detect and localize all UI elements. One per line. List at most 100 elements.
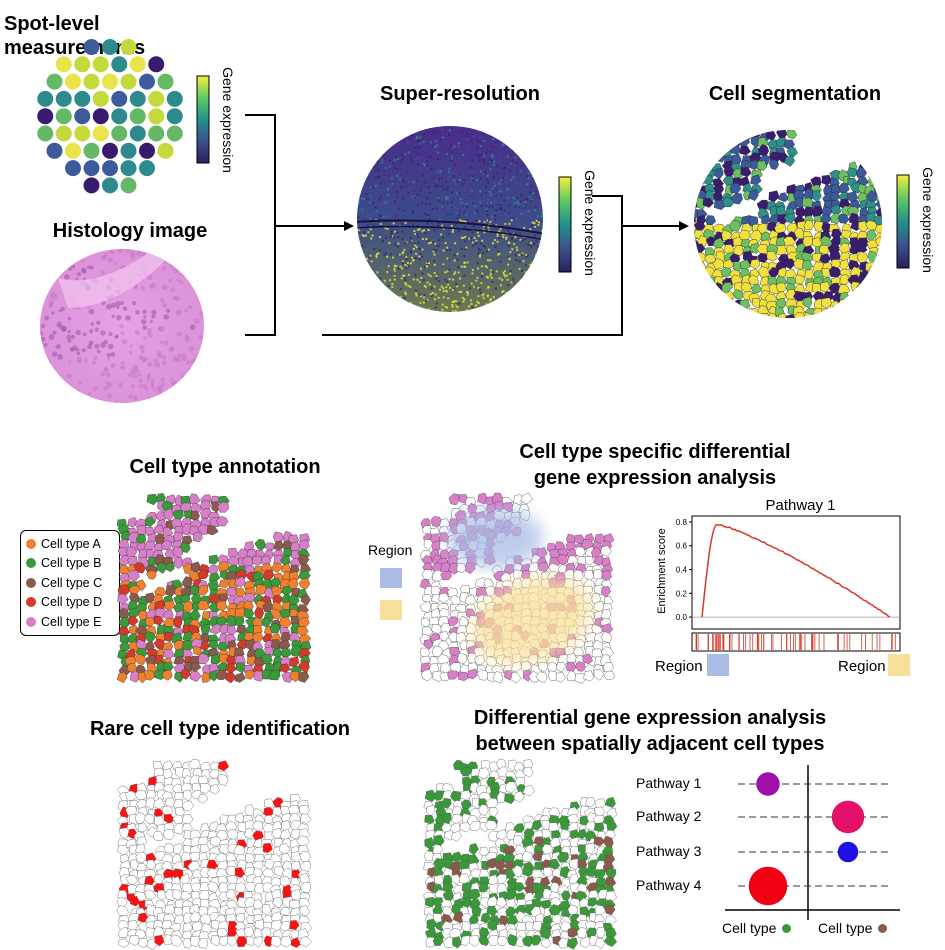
spot-dot <box>83 142 100 159</box>
pipeline-connectors <box>245 114 689 336</box>
legend-dot <box>26 577 36 588</box>
spot-dot <box>120 177 137 194</box>
spot-dot <box>148 125 165 142</box>
superres-title: Super-resolution <box>379 83 540 105</box>
spot-dot <box>55 108 72 125</box>
spot-dot <box>166 108 183 125</box>
legend-item: Cell type D <box>26 593 119 613</box>
gsea-ylabel: Enrichment score <box>656 528 668 614</box>
colorbar-spot <box>196 75 210 164</box>
spot-dot <box>120 142 137 159</box>
region-label: Region <box>368 542 413 558</box>
spot-dot <box>157 73 174 90</box>
spot-dot <box>102 142 118 159</box>
spot-dot <box>166 125 183 142</box>
spot-dot <box>102 177 118 194</box>
spot-dot <box>65 73 81 90</box>
cell-type-legend: Cell type A Cell type B Cell type C Cell ty… <box>20 530 120 636</box>
legend-item: Cell type B <box>26 554 119 574</box>
spot-dot <box>129 108 146 125</box>
legend-label: Cell type A <box>41 536 101 551</box>
pathway-label: Pathway 2 <box>636 808 702 824</box>
legend-dot <box>26 597 36 608</box>
adj-title-line2: between spatially adjacent cell types <box>475 733 825 755</box>
deg-title-line1: Cell type specific differential <box>519 441 791 463</box>
colorbar-cellseg <box>896 174 910 269</box>
spot-dot <box>83 177 100 194</box>
legend-label: Cell type C <box>41 575 103 590</box>
spot-dot <box>148 108 165 125</box>
spot-dot <box>65 160 81 177</box>
spot-dot <box>92 90 109 107</box>
spot-dot <box>166 90 183 107</box>
gsea-ytick-label: 0.2 <box>676 589 688 598</box>
spot-measurement-plot <box>37 39 183 194</box>
pathway-dot <box>756 772 780 796</box>
gsea-left-region-label: Region <box>655 658 703 675</box>
spot-dot <box>120 73 137 90</box>
spot-dot <box>74 56 91 73</box>
gsea-curve <box>701 523 891 618</box>
legend-dot <box>26 558 36 569</box>
histology-title: Histology image <box>52 220 208 242</box>
colorbar-superres <box>558 176 572 273</box>
annotation-title: Cell type annotation <box>129 456 321 478</box>
rare-title: Rare cell type identification <box>89 718 351 740</box>
spot-dot <box>139 160 155 177</box>
spot-dot <box>92 108 109 125</box>
spot-dot <box>65 142 81 159</box>
spot-dot <box>157 142 174 159</box>
spot-dot <box>139 73 155 90</box>
spot-dot <box>74 125 91 142</box>
super-resolution-image <box>357 126 543 312</box>
pathway-dot <box>831 800 865 834</box>
dot-xlabel-left-dot <box>782 923 792 933</box>
spot-dot <box>74 108 91 125</box>
gsea-frame <box>691 515 901 630</box>
spot-dot <box>74 90 91 107</box>
spot-dot <box>129 125 146 142</box>
spot-dot <box>129 56 146 73</box>
spot-dot <box>111 90 128 107</box>
gsea-hit-bar <box>691 632 901 652</box>
cell-type-annotation-map <box>116 493 312 684</box>
legend-dot <box>26 538 36 549</box>
spot-dot <box>139 142 155 159</box>
legend-label: Cell type E <box>41 614 102 629</box>
gsea-ytick-label: 0.6 <box>676 542 688 551</box>
adjacent-cell-types-map <box>423 758 618 950</box>
spot-dot <box>120 39 137 55</box>
legend-label: Cell type D <box>41 595 103 610</box>
gsea-title: Pathway 1 <box>765 497 836 514</box>
spot-dot <box>83 39 100 55</box>
gsea-ytick-label: 0.8 <box>676 518 688 527</box>
spot-dot <box>55 90 72 107</box>
spot-dot <box>102 73 118 90</box>
spot-dot <box>92 56 109 73</box>
deg-title-line2: gene expression analysis <box>533 467 777 489</box>
spot-dot <box>55 56 72 73</box>
spot-dot <box>111 125 128 142</box>
legend-dot <box>26 616 36 627</box>
gsea-right-region-swatch <box>888 654 910 676</box>
spot-dot <box>46 142 63 159</box>
spot-dot <box>46 73 63 90</box>
spot-dot <box>83 160 100 177</box>
pathway-label: Pathway 1 <box>636 775 702 791</box>
pathway-label: Pathway 3 <box>636 843 702 859</box>
spot-dot <box>111 56 128 73</box>
spot-dot <box>37 125 54 142</box>
spot-dot <box>92 125 109 142</box>
pathway-label: Pathway 4 <box>636 877 702 893</box>
enrichment-plot: 0.8 0.6 0.4 0.2 0.0 <box>676 515 901 652</box>
dot-xlabel-right-dot <box>878 923 888 933</box>
adj-title-line1: Differential gene expression analysis <box>473 707 827 729</box>
region-map <box>419 492 616 684</box>
spot-dot <box>55 125 72 142</box>
pathway-dot-plot <box>725 765 900 920</box>
legend-item: Cell type C <box>26 573 119 593</box>
dot-xlabel-left: Cell type <box>722 920 792 936</box>
rare-cell-type-map <box>116 758 312 950</box>
gsea-ytick-label: 0.4 <box>676 566 688 575</box>
spot-dot <box>129 90 146 107</box>
